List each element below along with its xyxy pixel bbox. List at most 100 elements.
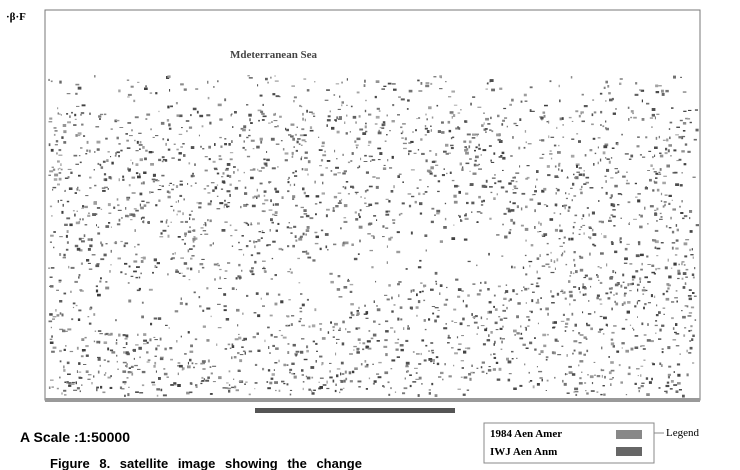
- speckle: [200, 234, 202, 235]
- speckle: [137, 176, 141, 179]
- speckle: [462, 367, 464, 369]
- speckle: [67, 362, 70, 365]
- speckle: [79, 372, 82, 373]
- speckle: [565, 330, 567, 332]
- speckle: [63, 366, 65, 369]
- speckle: [633, 219, 637, 220]
- speckle: [472, 137, 476, 138]
- speckle: [547, 380, 549, 382]
- speckle: [344, 217, 347, 218]
- speckle: [674, 172, 677, 174]
- speckle: [489, 301, 492, 303]
- speckle: [682, 172, 683, 173]
- speckle: [154, 362, 156, 365]
- speckle: [669, 195, 672, 197]
- speckle: [223, 387, 226, 389]
- speckle: [690, 347, 693, 350]
- speckle: [127, 377, 129, 379]
- speckle: [63, 130, 66, 133]
- speckle: [435, 153, 437, 156]
- speckle: [207, 185, 210, 186]
- speckle: [244, 140, 245, 142]
- speckle: [174, 144, 176, 145]
- speckle: [455, 279, 458, 281]
- speckle: [59, 178, 62, 181]
- speckle: [656, 137, 658, 140]
- speckle: [89, 307, 91, 310]
- speckle: [270, 229, 272, 232]
- speckle: [224, 305, 227, 307]
- speckle: [269, 209, 273, 210]
- speckle: [145, 118, 147, 120]
- speckle: [663, 140, 666, 141]
- speckle: [556, 188, 557, 189]
- legend-label: 1984 Aen Amer: [490, 428, 562, 440]
- speckle: [342, 82, 343, 84]
- speckle: [319, 386, 323, 389]
- speckle: [440, 284, 443, 287]
- speckle: [306, 251, 307, 253]
- speckle: [191, 211, 193, 213]
- speckle: [415, 129, 417, 131]
- speckle: [454, 185, 458, 188]
- speckle: [293, 146, 295, 148]
- speckle: [277, 223, 279, 225]
- speckle: [305, 152, 308, 154]
- speckle: [615, 272, 616, 274]
- speckle: [155, 92, 157, 94]
- speckle: [200, 383, 202, 384]
- speckle: [209, 122, 211, 125]
- speckle: [434, 175, 437, 177]
- speckle: [668, 203, 670, 205]
- speckle: [303, 79, 306, 80]
- speckle: [569, 303, 570, 305]
- speckle: [329, 377, 332, 379]
- speckle: [694, 139, 697, 141]
- speckle: [271, 121, 273, 123]
- speckle: [291, 85, 295, 86]
- speckle: [658, 311, 661, 314]
- corner-label: ·β·F: [6, 11, 26, 23]
- speckle: [189, 162, 191, 164]
- speckle: [502, 120, 505, 122]
- speckle: [70, 172, 72, 174]
- speckle: [379, 152, 382, 155]
- speckle: [254, 245, 255, 248]
- speckle: [102, 190, 106, 192]
- sea-label: Mdeterranean Sea: [230, 49, 318, 61]
- speckle: [597, 392, 599, 393]
- speckle: [466, 202, 469, 204]
- speckle: [247, 156, 250, 158]
- speckle: [249, 130, 250, 131]
- speckle: [274, 215, 277, 216]
- speckle: [621, 218, 622, 219]
- speckle: [99, 333, 103, 334]
- speckle: [80, 390, 81, 392]
- speckle: [516, 181, 518, 182]
- speckle: [693, 277, 695, 279]
- speckle: [319, 382, 320, 383]
- speckle: [503, 108, 506, 109]
- speckle: [312, 259, 315, 261]
- speckle: [640, 280, 641, 283]
- speckle: [565, 298, 567, 300]
- speckle: [334, 94, 336, 96]
- speckle: [58, 200, 59, 203]
- speckle: [453, 114, 455, 117]
- speckle: [388, 381, 390, 383]
- speckle: [431, 350, 434, 351]
- speckle: [423, 286, 424, 288]
- speckle: [642, 157, 645, 158]
- speckle: [692, 335, 695, 337]
- speckle: [242, 235, 244, 237]
- speckle: [688, 295, 692, 297]
- speckle: [594, 111, 597, 113]
- speckle: [420, 138, 422, 140]
- speckle: [200, 146, 202, 148]
- speckle: [451, 91, 455, 93]
- speckle: [162, 138, 164, 140]
- speckle: [572, 183, 574, 186]
- speckle: [259, 170, 262, 172]
- speckle: [236, 309, 240, 312]
- speckle: [246, 245, 249, 247]
